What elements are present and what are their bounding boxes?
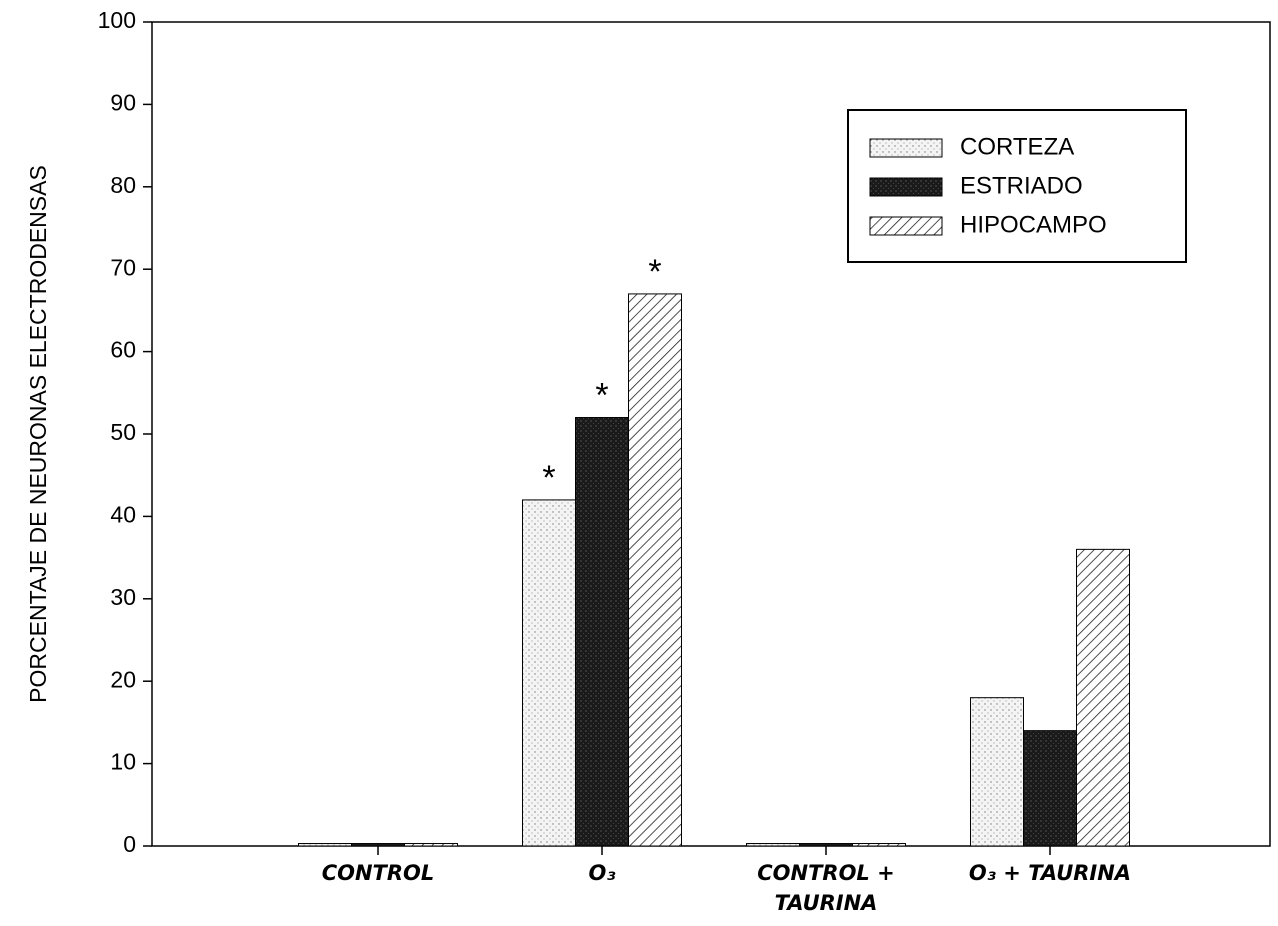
y-tick-label: 70 [110, 254, 136, 280]
bar [970, 697, 1024, 847]
legend-label: ESTRIADO [960, 172, 1083, 199]
y-axis-label: PORCENTAJE DE NEURONAS ELECTRODENSAS [25, 165, 51, 703]
y-tick-label: 50 [110, 419, 136, 445]
legend-swatch [869, 138, 943, 158]
bar [404, 843, 458, 847]
x-tick-label: O₃ [588, 861, 616, 885]
y-tick-label: 90 [110, 89, 136, 115]
bar [1076, 548, 1130, 847]
legend-label: HIPOCAMPO [960, 211, 1107, 238]
x-tick-label: CONTROL [321, 861, 435, 885]
y-tick-label: 100 [98, 7, 136, 33]
y-tick-label: 10 [110, 749, 136, 775]
bar [746, 843, 800, 847]
bar [1023, 730, 1077, 847]
significance-marker: * [595, 377, 608, 415]
y-tick-label: 0 [123, 831, 136, 857]
legend-swatch [869, 216, 943, 236]
bar [628, 293, 682, 847]
bar [852, 843, 906, 847]
y-tick-label: 60 [110, 337, 136, 363]
y-tick-label: 40 [110, 501, 136, 527]
bar [351, 843, 405, 847]
x-tick-label: CONTROL + TAURINA [757, 861, 895, 915]
bar [799, 843, 853, 847]
significance-marker: * [648, 253, 661, 291]
significance-marker: * [542, 459, 555, 497]
legend-swatch [869, 177, 943, 197]
y-tick-label: 80 [110, 172, 136, 198]
y-tick-label: 30 [110, 584, 136, 610]
x-tick-label: O₃ + TAURINA [968, 861, 1132, 885]
y-tick-label: 20 [110, 666, 136, 692]
bar [298, 843, 352, 847]
bar [522, 499, 576, 847]
legend-label: CORTEZA [960, 133, 1074, 160]
bar [575, 417, 629, 847]
